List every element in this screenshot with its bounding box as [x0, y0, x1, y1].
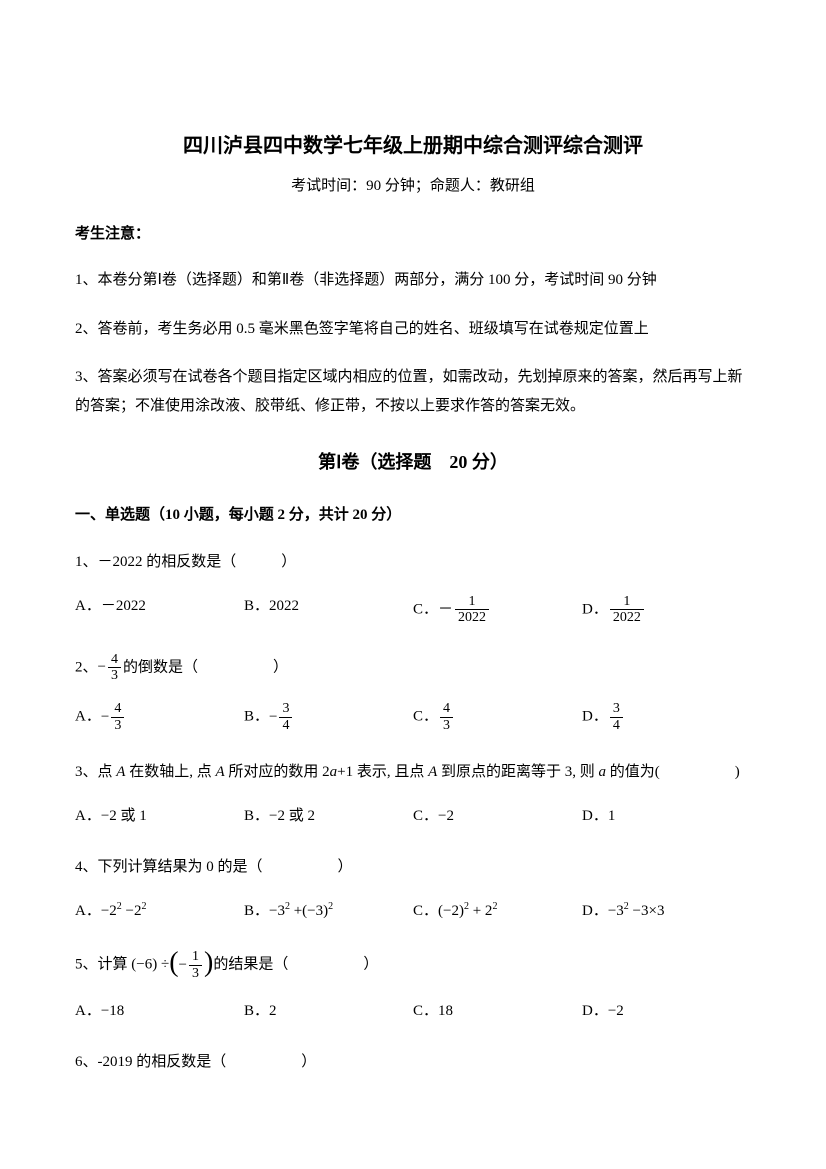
q1-stem: 1、－2022 的相反数是（ ） — [75, 549, 751, 576]
q2-stem-prefix: 2、 — [75, 659, 98, 675]
q2-opt-b: B．−34 — [244, 701, 413, 733]
q1-c-den: 2022 — [455, 610, 489, 625]
q2-options: A．−43 B．−34 C．43 D．34 — [75, 701, 751, 733]
q2-opt-c: C．43 — [413, 701, 582, 733]
notice-3: 3、答案必须写在试卷各个题目指定区域内相应的位置，如需改动，先划掉原来的答案，然… — [75, 363, 751, 420]
q1-d-frac: 12022 — [610, 594, 644, 626]
q5-stem-prefix: 5、计算 (−6) ÷ — [75, 956, 169, 972]
q5-opt-b: B．2 — [244, 999, 413, 1023]
q1-options: A．－2022 B．2022 C．－12022 D．12022 — [75, 594, 751, 626]
q2-a-num: 4 — [111, 701, 124, 717]
q2-d-num: 3 — [610, 701, 623, 717]
q1-opt-b: B．2022 — [244, 594, 413, 626]
q2-stem-suffix: 的倒数是（ ） — [123, 659, 288, 675]
q2-c-prefix: C． — [413, 709, 438, 725]
q2-opt-d: D．34 — [582, 701, 751, 733]
notice-header: 考生注意： — [75, 222, 751, 246]
q1-c-frac: 12022 — [455, 594, 489, 626]
q3-opt-b: B．−2 或 2 — [244, 804, 413, 828]
q2-stem: 2、−43的倒数是（ ） — [75, 652, 751, 684]
q2-stem-frac: −43 — [98, 652, 123, 684]
q4-options: A．−22 −22 B．−32 +(−3)2 C．(−2)2 + 22 D．−3… — [75, 899, 751, 923]
q2-d-prefix: D． — [582, 709, 608, 725]
q4-stem: 4、下列计算结果为 0 的是（ ） — [75, 854, 751, 881]
q2-b-prefix: B． — [244, 709, 269, 725]
q5-stem-num: 1 — [189, 949, 202, 965]
q3-options: A．−2 或 1 B．−2 或 2 C．−2 D．1 — [75, 804, 751, 828]
q2-b-num: 3 — [279, 701, 292, 717]
notice-2: 2、答卷前，考生务必用 0.5 毫米黑色签字笔将自己的姓名、班级填写在试卷规定位… — [75, 315, 751, 344]
q5-stem-den: 3 — [189, 966, 202, 981]
notice-1: 1、本卷分第Ⅰ卷（选择题）和第Ⅱ卷（非选择题）两部分，满分 100 分，考试时间… — [75, 266, 751, 295]
section-1-title: 第Ⅰ卷（选择题 20 分） — [75, 448, 751, 477]
q4-opt-d: D．−32 −3×3 — [582, 899, 751, 923]
q2-opt-a: A．−43 — [75, 701, 244, 733]
q5-stem: 5、计算 (−6) ÷(−13)的结果是（ ） — [75, 949, 751, 981]
q2-c-num: 4 — [440, 701, 453, 717]
q1-opt-c: C．－12022 — [413, 594, 582, 626]
subsection-1: 一、单选题（10 小题，每小题 2 分，共计 20 分） — [75, 503, 751, 527]
page-subtitle: 考试时间：90 分钟；命题人：教研组 — [75, 174, 751, 198]
q5-opt-d: D．−2 — [582, 999, 751, 1023]
q5-options: A．−18 B．2 C．18 D．−2 — [75, 999, 751, 1023]
q5-opt-c: C．18 — [413, 999, 582, 1023]
q1-d-num: 1 — [610, 594, 644, 610]
q1-opt-d: D．12022 — [582, 594, 751, 626]
q3-opt-a: A．−2 或 1 — [75, 804, 244, 828]
q2-b-den: 4 — [279, 718, 292, 733]
q6-stem: 6、-2019 的相反数是（ ） — [75, 1049, 751, 1076]
q1-c-prefix: C．－ — [413, 601, 453, 617]
q1-opt-a: A．－2022 — [75, 594, 244, 626]
q2-stem-den: 3 — [108, 668, 121, 683]
q2-a-den: 3 — [111, 718, 124, 733]
q4-opt-b: B．−32 +(−3)2 — [244, 899, 413, 923]
q3-opt-c: C．−2 — [413, 804, 582, 828]
q2-stem-num: 4 — [108, 652, 121, 668]
q1-d-den: 2022 — [610, 610, 644, 625]
q4-opt-c: C．(−2)2 + 22 — [413, 899, 582, 923]
q1-d-prefix: D． — [582, 601, 608, 617]
q1-c-num: 1 — [455, 594, 489, 610]
q2-d-den: 4 — [610, 718, 623, 733]
q5-paren-frac: (−13) — [169, 949, 213, 981]
q3-opt-d: D．1 — [582, 804, 751, 828]
q5-opt-a: A．−18 — [75, 999, 244, 1023]
q2-c-den: 3 — [440, 718, 453, 733]
page-title: 四川泸县四中数学七年级上册期中综合测评综合测评 — [75, 130, 751, 162]
q4-opt-a: A．−22 −22 — [75, 899, 244, 923]
q2-a-prefix: A． — [75, 709, 101, 725]
q5-stem-suffix: 的结果是（ ） — [213, 956, 378, 972]
q3-stem: 3、点 A 在数轴上, 点 A 所对应的数用 2a+1 表示, 且点 A 到原点… — [75, 759, 751, 786]
